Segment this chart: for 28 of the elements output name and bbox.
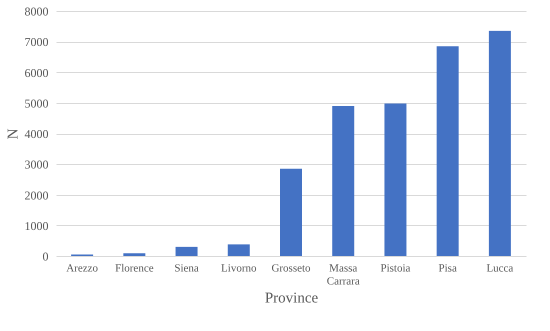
x-tick-label: Livorno [221,262,257,274]
y-tick-label: 0 [42,250,48,264]
bar [384,103,406,256]
y-tick-label: 3000 [24,158,48,172]
y-tick-label: 2000 [24,188,48,202]
x-tick-label: Lucca [486,262,514,274]
bar [280,168,302,256]
bar [488,30,511,256]
y-axis-title: N [6,128,22,140]
y-tick-label: 6000 [24,66,48,80]
y-tick-label: 8000 [24,4,48,18]
x-tick-label: Grosseto [271,262,312,274]
y-tick-label: 7000 [24,35,48,50]
x-tick-label: Siena [174,262,199,274]
y-tick-label: 5000 [24,96,48,110]
x-tick-label: Pistoia [380,262,411,274]
y-tick-label: 4000 [24,127,48,141]
bar [228,244,250,256]
bar [332,106,354,256]
x-tick-label: Florence [115,262,154,274]
x-tick-label: Pisa [438,262,457,274]
x-axis-title: Province [264,290,318,306]
y-tick-label: 1000 [24,218,48,233]
x-tick-label: Arezzo [66,262,98,274]
x-tick-label: Massa Carrara [326,262,360,288]
bar [176,246,198,256]
bar [123,253,146,256]
bar [436,46,459,256]
